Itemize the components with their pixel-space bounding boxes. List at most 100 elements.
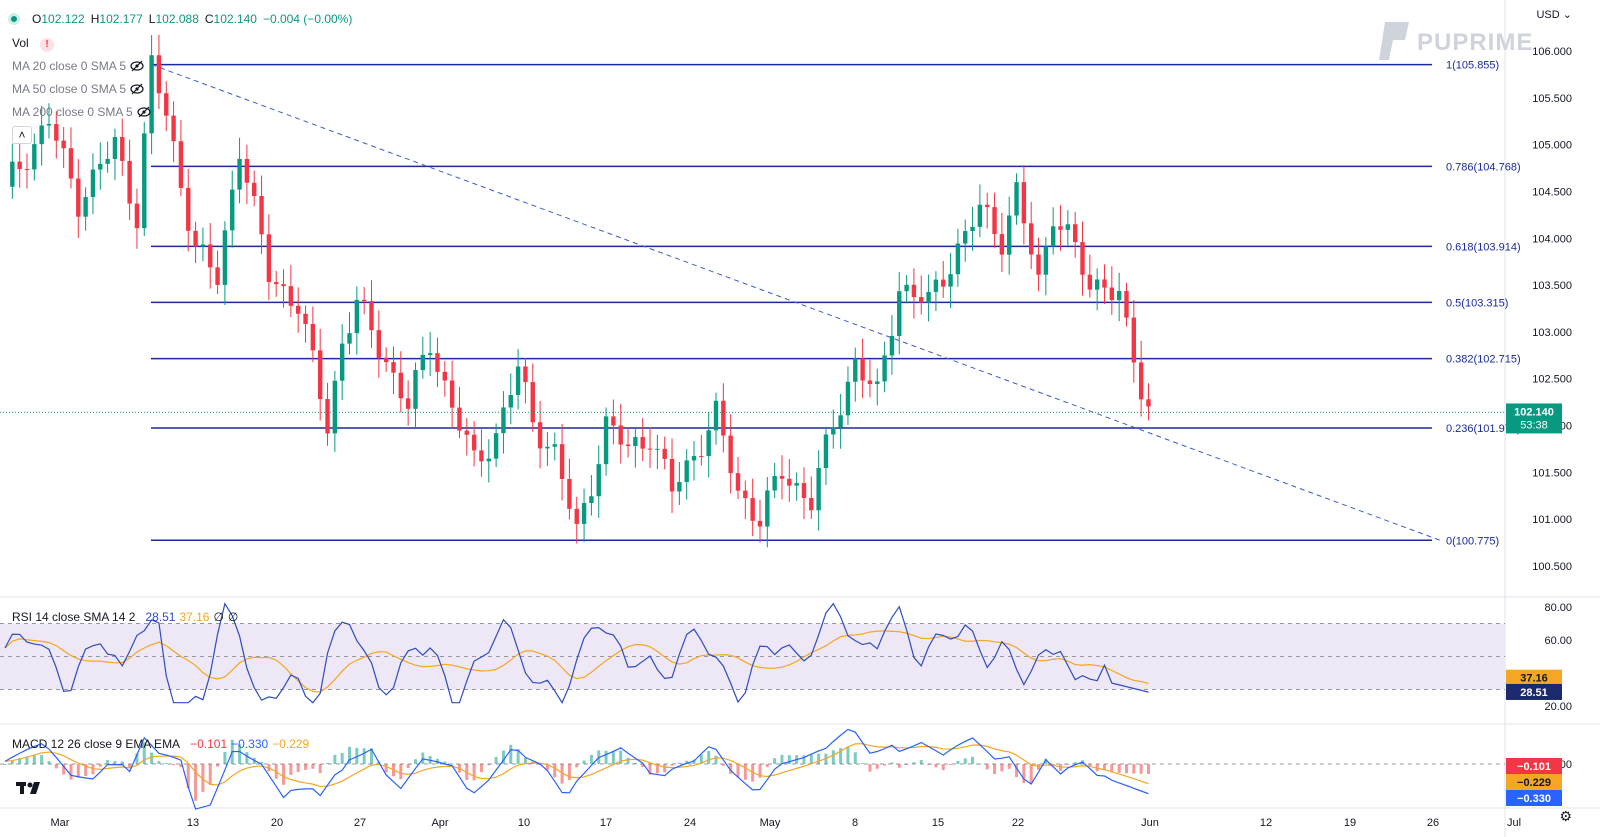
candle-body xyxy=(156,55,162,94)
candle-body xyxy=(54,124,59,141)
change-value: −0.004 (−0.00%) xyxy=(262,12,353,26)
macd-histogram-bar xyxy=(1103,764,1106,771)
macd-histogram-bar xyxy=(1088,764,1092,767)
time-tick-label: Jun xyxy=(1141,817,1159,829)
macd-histogram-bar xyxy=(40,755,44,764)
warning-icon[interactable]: ! xyxy=(40,38,55,52)
candle-body xyxy=(655,448,660,450)
macd-legend[interactable]: MACD 12 26 close 9 EMA EMA −0.101 −0.330 −0… xyxy=(12,737,309,751)
candle-body xyxy=(515,366,521,396)
macd-histogram-bar xyxy=(501,750,505,764)
macd-histogram-bar xyxy=(142,742,146,764)
rsi-legend[interactable]: RSI 14 close SMA 14 2 28.51 37.16 ∅ ∅ xyxy=(12,610,238,624)
rsi-ma-value: 37.16 xyxy=(179,610,210,624)
macd-histogram-bar xyxy=(765,764,769,768)
macd-histogram-bar xyxy=(370,748,373,764)
collapse-legend-button[interactable]: ˄ xyxy=(12,126,32,144)
macd-histogram-bar xyxy=(18,758,22,764)
macd-histogram-bar xyxy=(670,764,674,766)
candle-body xyxy=(244,158,250,183)
macd-histogram-bar xyxy=(1000,764,1004,772)
hidden-eye-icon[interactable] xyxy=(137,105,151,119)
candle-body xyxy=(919,297,924,303)
candle-body xyxy=(127,160,132,204)
hidden-eye-icon[interactable] xyxy=(130,82,144,96)
macd-histogram-bar xyxy=(787,755,791,764)
chevron-up-icon[interactable]: ˄ xyxy=(12,126,32,144)
settings-gear-icon[interactable]: ⚙ xyxy=(1559,808,1572,824)
macd-histogram-bar xyxy=(98,764,102,767)
macd-histogram-bar xyxy=(839,748,843,764)
candle-body xyxy=(882,355,887,382)
macd-histogram-bar xyxy=(208,764,212,785)
macd-histogram-bar xyxy=(282,764,286,785)
candle-body xyxy=(178,141,184,188)
candle-body xyxy=(948,274,953,287)
symbol-status-icon xyxy=(8,13,20,25)
macd-histogram-bar xyxy=(362,748,366,764)
candle-body xyxy=(970,226,975,232)
candle-body xyxy=(98,163,103,170)
macd-histogram-bar xyxy=(707,751,711,764)
macd-histogram-bar xyxy=(523,757,527,764)
rsi-badge xyxy=(1506,683,1562,700)
brand-mark-icon xyxy=(1379,22,1409,60)
candle-body xyxy=(413,370,418,409)
candle-body xyxy=(1007,215,1012,255)
macd-histogram-bar xyxy=(567,764,571,780)
candle-body xyxy=(303,313,308,324)
candle-body xyxy=(699,456,704,458)
candle-body xyxy=(1050,226,1056,247)
candle-body xyxy=(794,483,799,486)
macd-histogram-bar xyxy=(927,764,931,765)
ma20-label: MA 20 close 0 SMA 5 xyxy=(12,59,127,73)
macd-histogram-bar xyxy=(1110,764,1114,773)
candle-body xyxy=(1094,279,1100,290)
candle-body xyxy=(823,434,829,468)
candle-body xyxy=(1146,399,1151,407)
macd-histogram-bar xyxy=(472,764,476,781)
time-tick-label: Jul xyxy=(1507,817,1521,829)
time-tick-label: Apr xyxy=(431,817,448,829)
candle-body xyxy=(955,243,961,275)
candle-body xyxy=(383,357,389,363)
ma20-legend[interactable]: MA 20 close 0 SMA 5 xyxy=(12,59,144,73)
macd-histogram-bar xyxy=(1139,764,1143,774)
candle-body xyxy=(809,497,814,511)
macd-histogram-bar xyxy=(1029,764,1033,784)
time-tick-label: 15 xyxy=(932,817,944,829)
candle-body xyxy=(1138,362,1144,400)
price-tick-label: 101.500 xyxy=(1532,467,1572,479)
open-value: 102.122 xyxy=(41,12,85,26)
macd-histogram-bar xyxy=(311,764,315,769)
currency-label: USD xyxy=(1536,9,1560,21)
ma200-legend[interactable]: MA 200 close 0 SMA 5 xyxy=(12,105,151,119)
candle-body xyxy=(120,136,125,161)
candle-body xyxy=(765,490,770,527)
candle-body xyxy=(933,279,939,292)
macd-histogram-bar xyxy=(223,751,227,764)
ma50-legend[interactable]: MA 50 close 0 SMA 5 xyxy=(12,82,144,96)
candle-body xyxy=(105,158,110,164)
candle-body xyxy=(581,503,587,524)
tradingview-logo-icon[interactable] xyxy=(16,780,46,801)
candle-body xyxy=(669,458,675,492)
rsi-ma-line xyxy=(4,630,1149,693)
brand-name: PUPRIME xyxy=(1417,29,1534,56)
macd-histogram-bar xyxy=(699,754,703,764)
candle-body xyxy=(457,407,462,431)
currency-selector[interactable]: USD ⌄ xyxy=(1536,8,1572,21)
candle-body xyxy=(537,422,543,449)
candle-body xyxy=(296,305,301,314)
macd-histogram-bar xyxy=(120,761,124,764)
macd-histogram-bar xyxy=(589,754,593,764)
fib-level-label: 0.786(104.768) xyxy=(1446,161,1521,173)
macd-histogram-bar xyxy=(216,764,220,767)
low-value: 102.088 xyxy=(155,12,199,26)
candle-body xyxy=(186,187,191,231)
macd-badge xyxy=(1506,790,1562,806)
last-price-badge xyxy=(1506,403,1562,434)
hidden-eye-icon[interactable] xyxy=(130,59,144,73)
vol-legend[interactable]: Vol ! xyxy=(12,36,55,52)
